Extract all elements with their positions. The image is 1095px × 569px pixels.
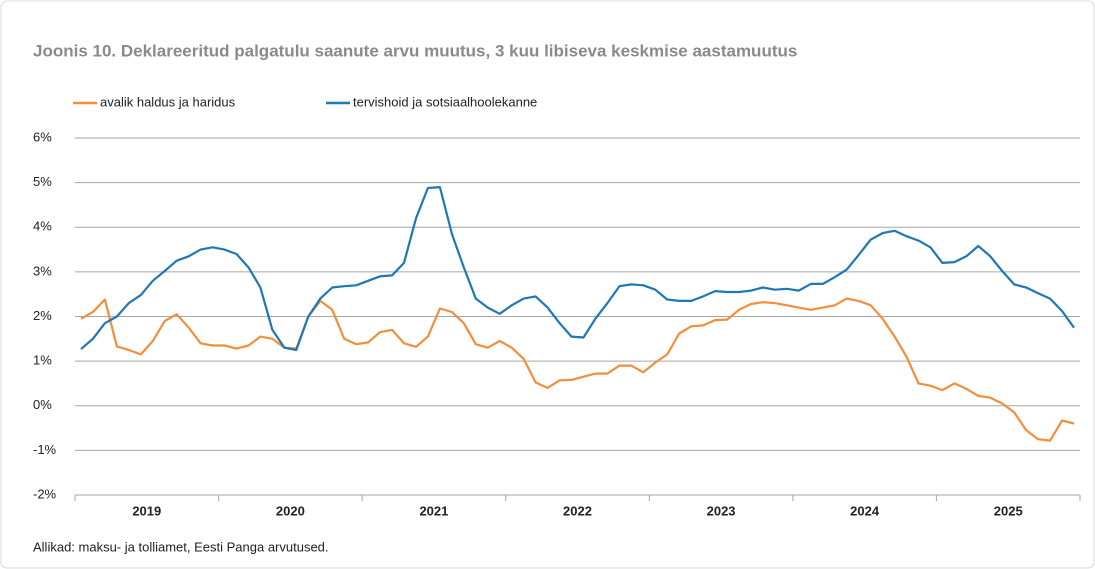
y-tick-label: 3% [33,263,52,278]
source: Allikad: maksu- ja tolliamet, Eesti Pang… [33,539,329,554]
chart-title: Joonis 10. Deklareeritud palgatulu saanu… [33,41,797,60]
y-tick-label: 1% [33,353,52,368]
x-tick-label: 2024 [850,503,880,518]
x-tick-label: 2020 [276,503,305,518]
y-tick-label: 4% [33,219,52,234]
legend-label: avalik haldus ja haridus [100,94,236,109]
x-tick-label: 2022 [563,503,592,518]
y-tick-label: 6% [33,129,52,144]
line-series [80,297,1075,442]
x-tick-label: 2019 [132,503,161,518]
y-tick-label: 5% [33,174,52,189]
x-tick-label: 2025 [994,503,1023,518]
x-tick-label: 2023 [707,503,736,518]
line-series [80,186,1075,352]
legend-label: tervishoid ja sotsiaalhoolekanne [353,94,537,109]
y-tick-label: -1% [33,442,57,457]
y-tick-label: 2% [33,308,52,323]
y-tick-label: -2% [33,486,57,501]
y-tick-label: 0% [33,397,52,412]
x-tick-label: 2021 [419,503,448,518]
